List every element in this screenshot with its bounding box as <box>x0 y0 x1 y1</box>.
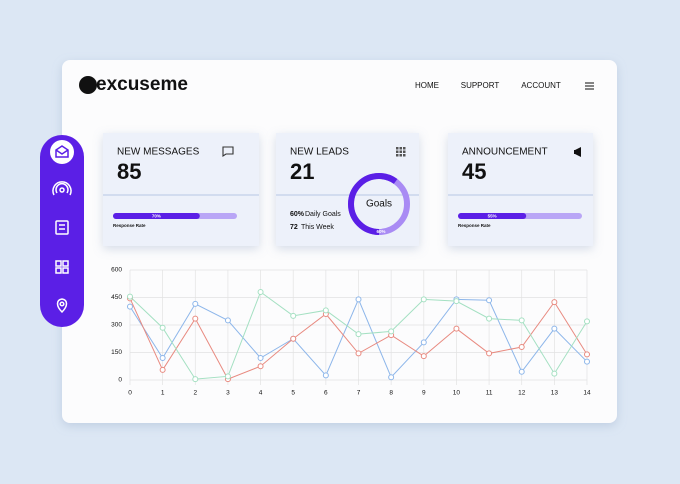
x-tick-label: 0 <box>128 390 132 397</box>
point <box>290 312 297 319</box>
point <box>518 344 525 350</box>
point <box>159 366 166 373</box>
point <box>518 317 525 324</box>
x-tick-label: 3 <box>226 390 230 397</box>
x-tick-label: 9 <box>422 390 426 397</box>
logo[interactable]: excuseme <box>96 74 188 95</box>
donut-arc <box>348 173 410 235</box>
x-tick-label: 8 <box>389 390 393 397</box>
point <box>453 298 460 305</box>
point <box>388 328 395 335</box>
goal-percent: 60% <box>290 211 305 218</box>
point <box>453 325 460 332</box>
point <box>257 363 264 370</box>
point <box>159 324 166 331</box>
x-tick-label: 2 <box>193 390 197 397</box>
caption: Response Rate <box>113 223 146 228</box>
card-title: ANNOUNCEMENT <box>462 147 548 158</box>
point <box>420 339 427 346</box>
point <box>551 325 558 332</box>
sidebar-icons[interactable] <box>52 181 72 314</box>
progress-fill <box>458 213 527 219</box>
point <box>224 317 231 324</box>
x-tick-label: 11 <box>486 390 493 397</box>
x-tick-label: 14 <box>583 390 591 397</box>
point <box>486 315 493 322</box>
point <box>192 376 199 383</box>
point <box>322 307 329 314</box>
point <box>127 303 133 310</box>
x-tick-label: 12 <box>518 390 526 397</box>
mail-icon <box>55 145 69 158</box>
card: NEW MESSAGES 85 Response Rate <box>103 133 259 246</box>
y-tick-label: 0 <box>118 377 122 384</box>
point <box>257 355 264 361</box>
nav-link[interactable]: SUPPORT <box>461 81 500 90</box>
donut-label: Goals <box>366 199 392 210</box>
point <box>290 335 297 342</box>
point <box>420 353 427 360</box>
y-tick-label: 300 <box>111 322 122 329</box>
menu-icon[interactable] <box>585 82 594 90</box>
grid-icon <box>396 147 406 157</box>
progress-label: 70% <box>152 213 161 218</box>
card-value: 85 <box>117 159 141 184</box>
card: NEW LEADS 21 60% Daily Goals 72 This Wee… <box>276 133 419 246</box>
y-tick-label: 600 <box>111 267 122 274</box>
goal-text: Daily Goals <box>305 211 341 218</box>
point <box>551 370 558 377</box>
chat-icon <box>222 146 234 158</box>
card-value: 45 <box>462 159 486 184</box>
week-value: 72 <box>290 224 298 231</box>
point <box>224 373 231 380</box>
nav-link[interactable]: HOME <box>415 81 439 90</box>
point <box>388 374 395 381</box>
progress-fill <box>113 213 200 219</box>
y-tick-label: 150 <box>111 349 122 356</box>
point <box>551 299 558 306</box>
point <box>355 296 362 303</box>
point <box>420 296 427 303</box>
point <box>192 300 199 307</box>
megaphone-icon <box>574 147 581 157</box>
point <box>159 355 166 361</box>
x-tick-label: 6 <box>324 390 328 397</box>
nav-link[interactable]: ACCOUNT <box>521 81 561 90</box>
sidebar <box>40 135 84 327</box>
y-tick-label: 450 <box>111 294 122 301</box>
point <box>584 358 590 365</box>
card-title: NEW MESSAGES <box>117 147 200 158</box>
x-tick-label: 5 <box>291 390 295 397</box>
point <box>257 289 264 295</box>
donut-percent: 60% <box>376 229 385 234</box>
point <box>355 331 362 338</box>
point <box>127 293 133 300</box>
point <box>486 350 493 357</box>
card: ANNOUNCEMENT 45 Response Rate <box>448 133 593 246</box>
point <box>584 318 590 325</box>
x-tick-label: 7 <box>357 390 361 397</box>
point <box>192 315 199 322</box>
x-tick-label: 4 <box>259 390 263 397</box>
progress-label: 55% <box>488 213 497 218</box>
point <box>518 368 525 375</box>
card-value: 21 <box>290 159 314 184</box>
point <box>322 372 329 379</box>
caption: Response Rate <box>458 223 491 228</box>
card-title: NEW LEADS <box>290 147 349 158</box>
week-text: This Week <box>301 224 334 231</box>
point <box>355 350 362 357</box>
x-tick-label: 10 <box>453 390 461 397</box>
point <box>486 297 493 304</box>
logo-mark <box>79 76 97 94</box>
point <box>584 351 590 358</box>
x-tick-label: 1 <box>161 390 165 397</box>
x-tick-label: 13 <box>551 390 559 397</box>
sidebar-active[interactable] <box>50 140 74 164</box>
